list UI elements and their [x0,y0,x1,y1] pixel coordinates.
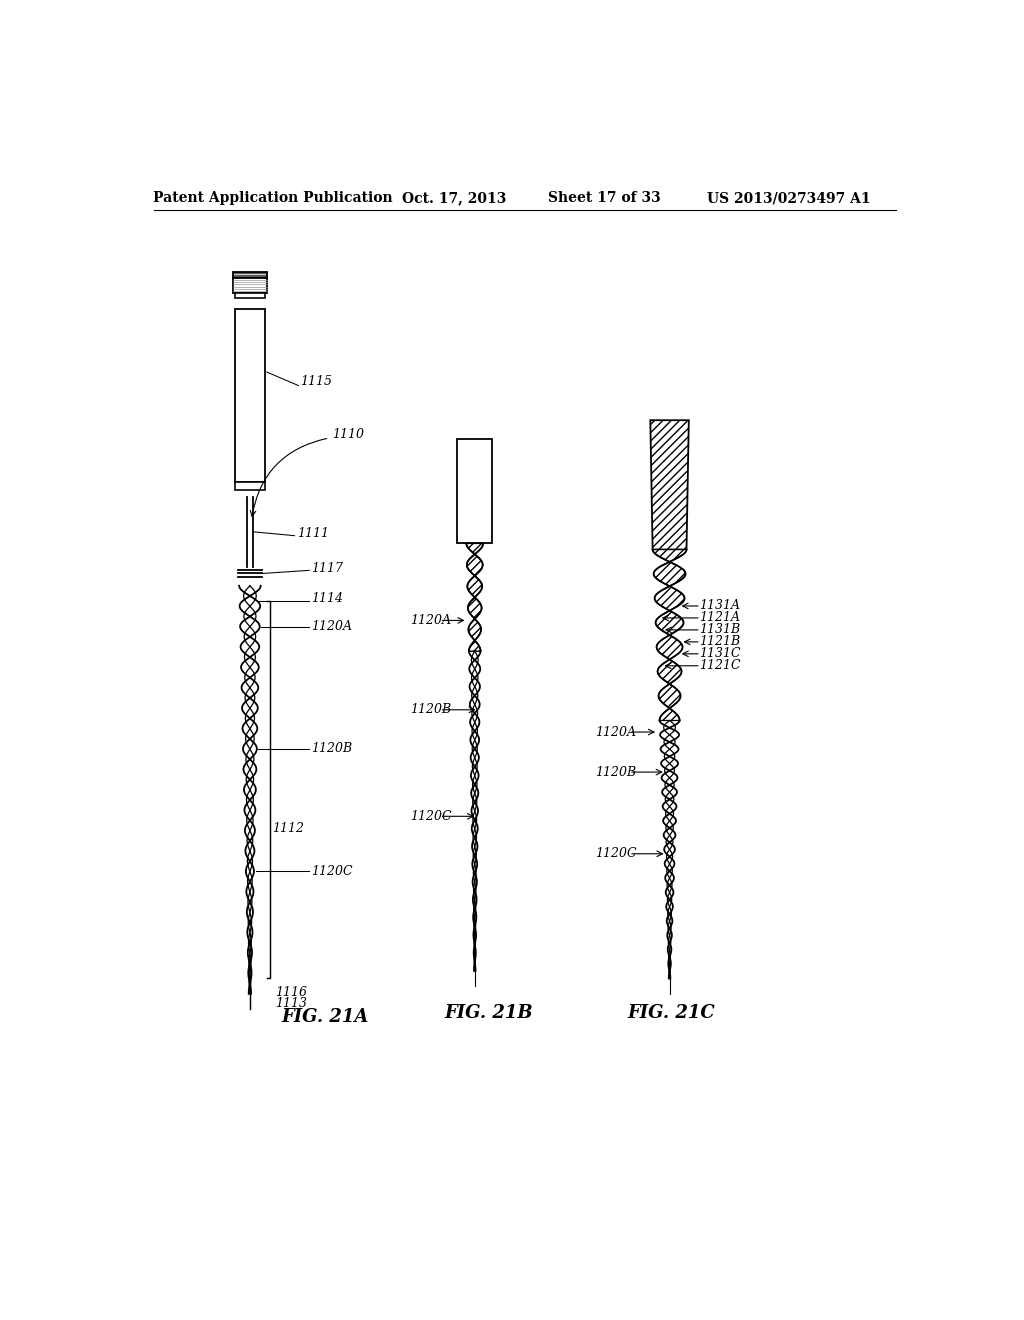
Text: 1120C: 1120C [410,809,452,822]
Text: 1117: 1117 [310,561,343,574]
Text: 1112: 1112 [272,822,304,834]
Polygon shape [650,420,689,549]
Text: 1131B: 1131B [699,623,740,636]
Text: FIG. 21C: FIG. 21C [628,1005,715,1022]
Polygon shape [652,549,686,721]
Text: 1120A: 1120A [410,614,451,627]
Text: 1120A: 1120A [310,620,351,634]
Text: FIG. 21A: FIG. 21A [282,1008,369,1026]
Text: 1120B: 1120B [310,742,352,755]
Text: 1115: 1115 [300,375,332,388]
Text: 1111: 1111 [297,527,329,540]
Text: 1131A: 1131A [699,599,740,612]
Text: 1121C: 1121C [699,659,741,672]
Bar [236,482,264,490]
Text: 1120C: 1120C [595,847,637,861]
Text: 1121A: 1121A [699,611,740,624]
Bar [233,272,267,277]
Bar [234,293,265,298]
Bar [233,277,267,293]
Text: FIG. 21B: FIG. 21B [444,1005,534,1022]
Text: Sheet 17 of 33: Sheet 17 of 33 [548,191,660,206]
Text: 1120B: 1120B [595,766,636,779]
Text: Oct. 17, 2013: Oct. 17, 2013 [401,191,506,206]
Text: 1110: 1110 [333,428,365,441]
Text: 1120C: 1120C [310,865,352,878]
Text: 1120A: 1120A [595,726,636,739]
Text: 1131C: 1131C [699,647,741,660]
Text: 1121B: 1121B [699,635,740,648]
Text: US 2013/0273497 A1: US 2013/0273497 A1 [708,191,870,206]
Polygon shape [466,544,483,651]
Bar [458,440,493,544]
Text: Patent Application Publication: Patent Application Publication [154,191,393,206]
Bar [234,309,265,482]
Text: 1116: 1116 [275,986,307,999]
Text: 1120B: 1120B [410,704,452,717]
Text: 1114: 1114 [310,593,343,606]
Text: 1113: 1113 [275,997,307,1010]
